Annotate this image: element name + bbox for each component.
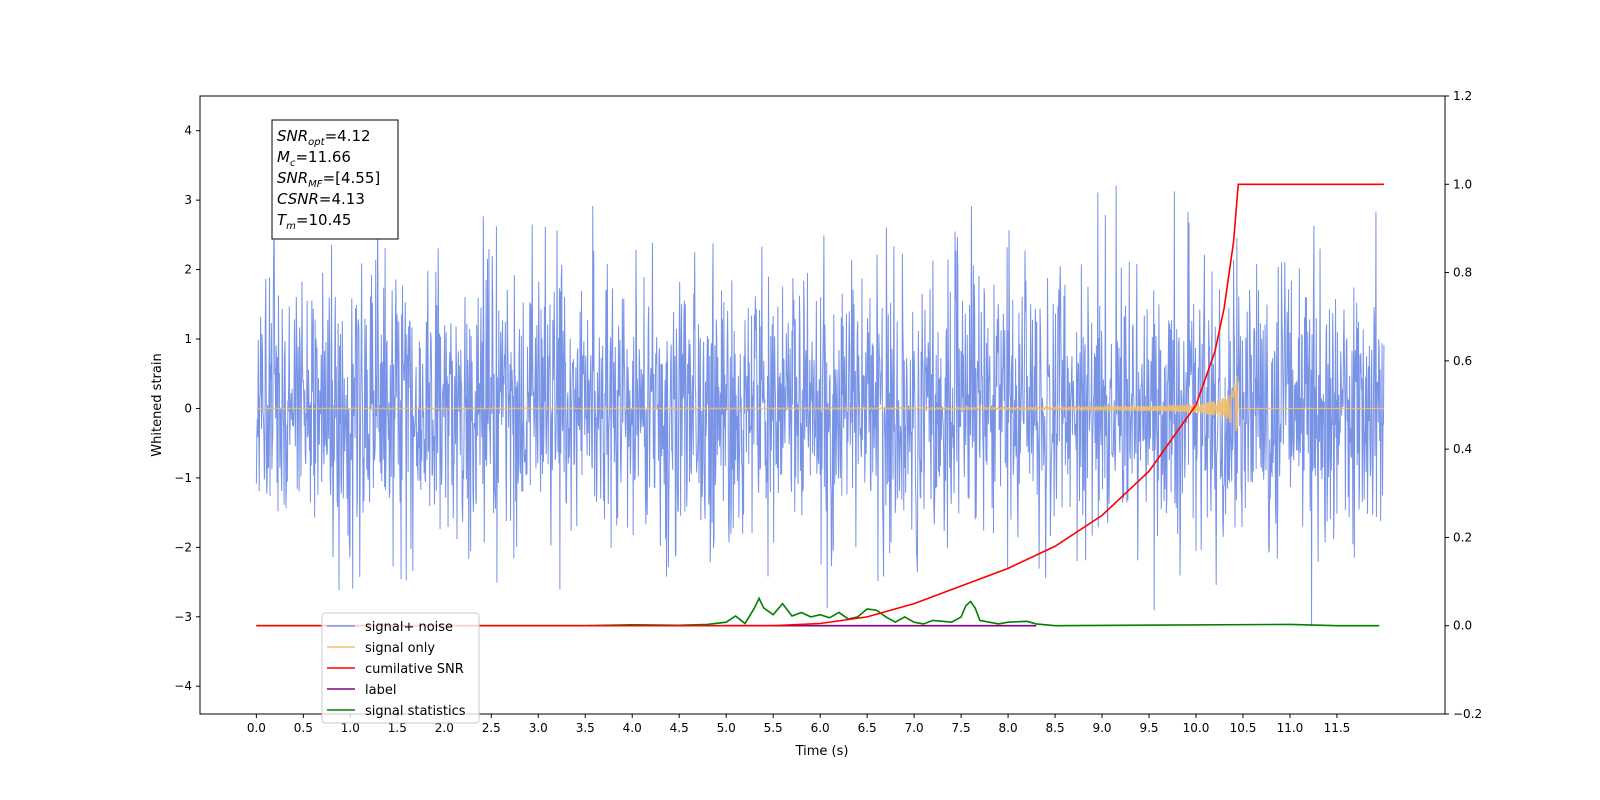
series-signal-noise-line bbox=[255, 185, 1385, 627]
y2-tick-label: 0.6 bbox=[1453, 354, 1472, 368]
axes-frame bbox=[199, 95, 1446, 715]
x-tick-label: 11.5 bbox=[1324, 721, 1351, 735]
plot-area bbox=[255, 183, 1385, 627]
x-tick-label: 2.0 bbox=[435, 721, 454, 735]
legend-label: signal+ noise bbox=[365, 620, 453, 635]
y2-tick-label: 0.8 bbox=[1453, 266, 1472, 280]
y-tick-label: −1 bbox=[174, 471, 192, 485]
x-tick-label: 4.5 bbox=[670, 721, 689, 735]
x-tick-label: 6.0 bbox=[811, 721, 830, 735]
y-tick-label: 0 bbox=[184, 401, 192, 415]
legend-frame bbox=[321, 612, 480, 724]
x-tick-label: 8.5 bbox=[1046, 721, 1065, 735]
x-tick-label: 0.5 bbox=[294, 721, 313, 735]
info-box-line: Tm=10.45 bbox=[277, 211, 351, 232]
y2-tick-label: 0.2 bbox=[1453, 530, 1472, 544]
series-cumulative-snr-line bbox=[256, 183, 1384, 627]
x-tick-label: 3.5 bbox=[576, 721, 595, 735]
x-axis-label: Time (s) bbox=[795, 744, 849, 759]
y2-tick-label: 0.4 bbox=[1453, 442, 1472, 456]
x-tick-label: 5.5 bbox=[764, 721, 783, 735]
stats-info-box: SNRopt=4.12Mc=11.66SNRMF=[4.55]CSNR=4.13… bbox=[271, 119, 399, 240]
legend-label: signal statistics bbox=[365, 704, 466, 719]
series-signal-statistics-line bbox=[256, 596, 1380, 627]
x-tick-label: 9.5 bbox=[1139, 721, 1158, 735]
x-tick-label: 6.5 bbox=[858, 721, 877, 735]
x-tick-label: 1.5 bbox=[388, 721, 407, 735]
x-tick-label: 1.0 bbox=[341, 721, 360, 735]
y-tick-label: 3 bbox=[184, 193, 192, 207]
y-tick-label: 1 bbox=[184, 332, 192, 346]
x-tick-label: 10.0 bbox=[1183, 721, 1210, 735]
x-tick-label: 7.0 bbox=[905, 721, 924, 735]
legend-label: label bbox=[365, 683, 396, 698]
legend-label: signal only bbox=[365, 641, 435, 656]
x-tick-label: 8.0 bbox=[999, 721, 1018, 735]
axes: 0.0 0.5 1.0 1.5 2.0 2.5 3.0 3.5 4.0 4.5 5.0 5.5 6.0 6… bbox=[174, 89, 1482, 735]
x-tick-label: 4.0 bbox=[623, 721, 642, 735]
info-box-line: SNRMF=[4.55] bbox=[277, 169, 380, 190]
x-tick-label: 9.0 bbox=[1092, 721, 1111, 735]
y-tick-label: 4 bbox=[184, 124, 192, 138]
y2-tick-label: 1.0 bbox=[1453, 177, 1472, 191]
x-tick-label: 3.0 bbox=[529, 721, 548, 735]
y2-tick-label: 0.0 bbox=[1453, 619, 1472, 633]
y-tick-label: −4 bbox=[174, 679, 192, 693]
legend: signal+ noise signal only cumilative SNR la… bbox=[321, 612, 480, 724]
info-box-frame bbox=[271, 119, 399, 240]
x-tick-label: 5.0 bbox=[717, 721, 736, 735]
info-box-line: SNRopt=4.12 bbox=[277, 127, 371, 148]
y-tick-label: −2 bbox=[174, 540, 192, 554]
info-box-line: CSNR=4.13 bbox=[277, 190, 365, 208]
info-box-line: Mc=11.66 bbox=[277, 148, 351, 169]
x-tick-label: 0.0 bbox=[247, 721, 266, 735]
y2-tick-label: 1.2 bbox=[1453, 89, 1472, 103]
y-tick-label: −3 bbox=[174, 610, 192, 624]
y-axis-label: Whitened strain bbox=[150, 353, 165, 456]
x-tick-label: 11.0 bbox=[1277, 721, 1304, 735]
y-tick-label: 2 bbox=[184, 263, 192, 277]
x-tick-label: 2.5 bbox=[482, 721, 501, 735]
x-tick-label: 7.5 bbox=[952, 721, 971, 735]
legend-label: cumilative SNR bbox=[365, 662, 464, 677]
x-tick-label: 10.5 bbox=[1230, 721, 1257, 735]
y2-tick-label: −0.2 bbox=[1453, 707, 1482, 721]
